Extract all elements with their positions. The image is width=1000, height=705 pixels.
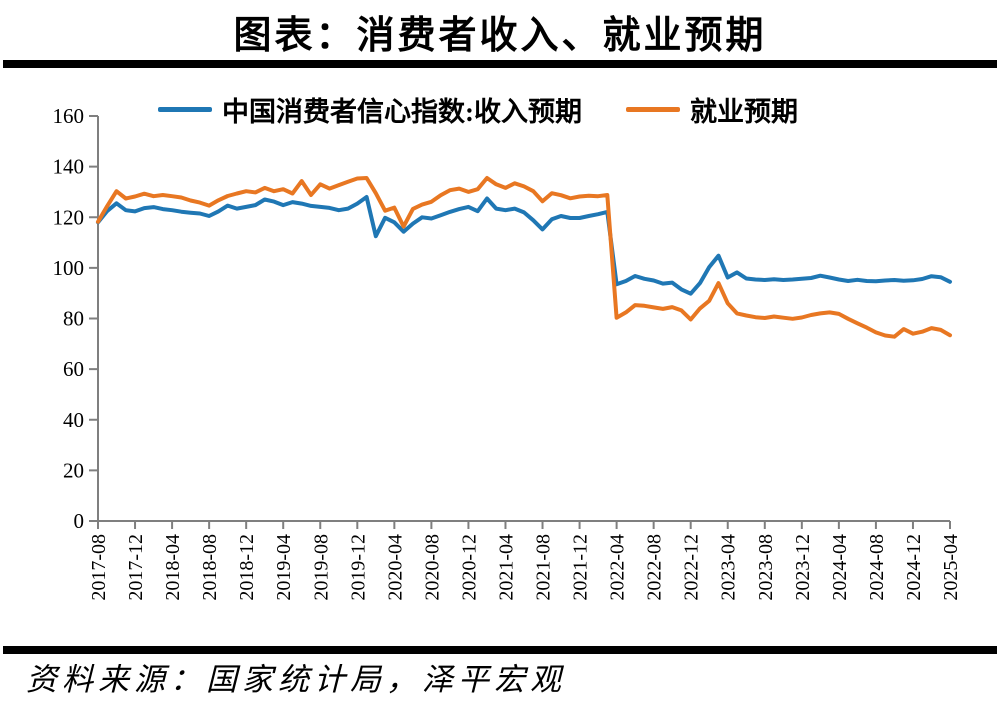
x-tick-label: 2018-04	[162, 534, 184, 601]
x-tick-label: 2024-12	[903, 534, 925, 601]
income-expectation-line	[96, 195, 952, 296]
top-divider-bar	[3, 60, 997, 68]
x-tick-label: 2017-12	[125, 534, 147, 601]
chart-title: 图表：消费者收入、就业预期	[233, 15, 767, 57]
x-tick-label: 2020-04	[384, 534, 406, 601]
x-tick-label: 2021-12	[570, 534, 592, 601]
x-tick-label: 2019-08	[310, 534, 332, 601]
x-tick-label: 2020-08	[421, 534, 443, 601]
y-tick-label: 80	[63, 307, 84, 331]
y-tick-label: 160	[53, 104, 85, 128]
legend-item-employment: 就业预期	[626, 90, 798, 129]
y-tick-label: 40	[63, 408, 84, 432]
chart-legend: 中国消费者信心指数:收入预期 就业预期	[158, 90, 798, 129]
x-tick-label: 2024-04	[829, 534, 851, 601]
y-tick-label: 60	[63, 357, 84, 381]
employment-line-swatch	[626, 107, 680, 112]
employment-expectation-line	[96, 176, 952, 339]
x-tick-label: 2018-08	[199, 534, 221, 601]
x-tick-label: 2021-04	[495, 534, 517, 601]
x-tick-label: 2019-12	[347, 534, 369, 601]
x-tick-label: 2018-12	[236, 534, 258, 601]
x-tick-label: 2024-08	[866, 534, 888, 601]
x-tick-label: 2023-08	[755, 534, 777, 601]
y-tick-label: 140	[53, 155, 85, 179]
y-tick-label: 100	[53, 256, 85, 280]
x-tick-label: 2022-12	[681, 534, 703, 601]
x-tick-label: 2023-12	[792, 534, 814, 601]
x-tick-label: 2022-04	[607, 534, 629, 601]
bottom-divider-bar	[3, 646, 997, 654]
legend-label-income: 中国消费者信心指数:收入预期	[222, 97, 582, 127]
legend-label-employment: 就业预期	[690, 97, 798, 127]
y-tick-label: 0	[74, 509, 85, 533]
x-tick-label: 2021-08	[533, 534, 555, 601]
x-tick-label: 2019-04	[273, 534, 295, 601]
x-tick-label: 2017-08	[88, 534, 110, 601]
x-tick-label: 2020-12	[458, 534, 480, 601]
y-tick-label: 20	[63, 458, 84, 482]
x-tick-label: 2023-04	[718, 534, 740, 601]
y-tick-label: 120	[53, 205, 85, 229]
source-note: 资料来源：国家统计局，泽平宏观	[26, 662, 566, 697]
income-line-swatch	[158, 107, 212, 112]
legend-item-income: 中国消费者信心指数:收入预期	[158, 90, 582, 129]
x-tick-label: 2025-04	[940, 534, 962, 601]
x-tick-label: 2022-08	[644, 534, 666, 601]
